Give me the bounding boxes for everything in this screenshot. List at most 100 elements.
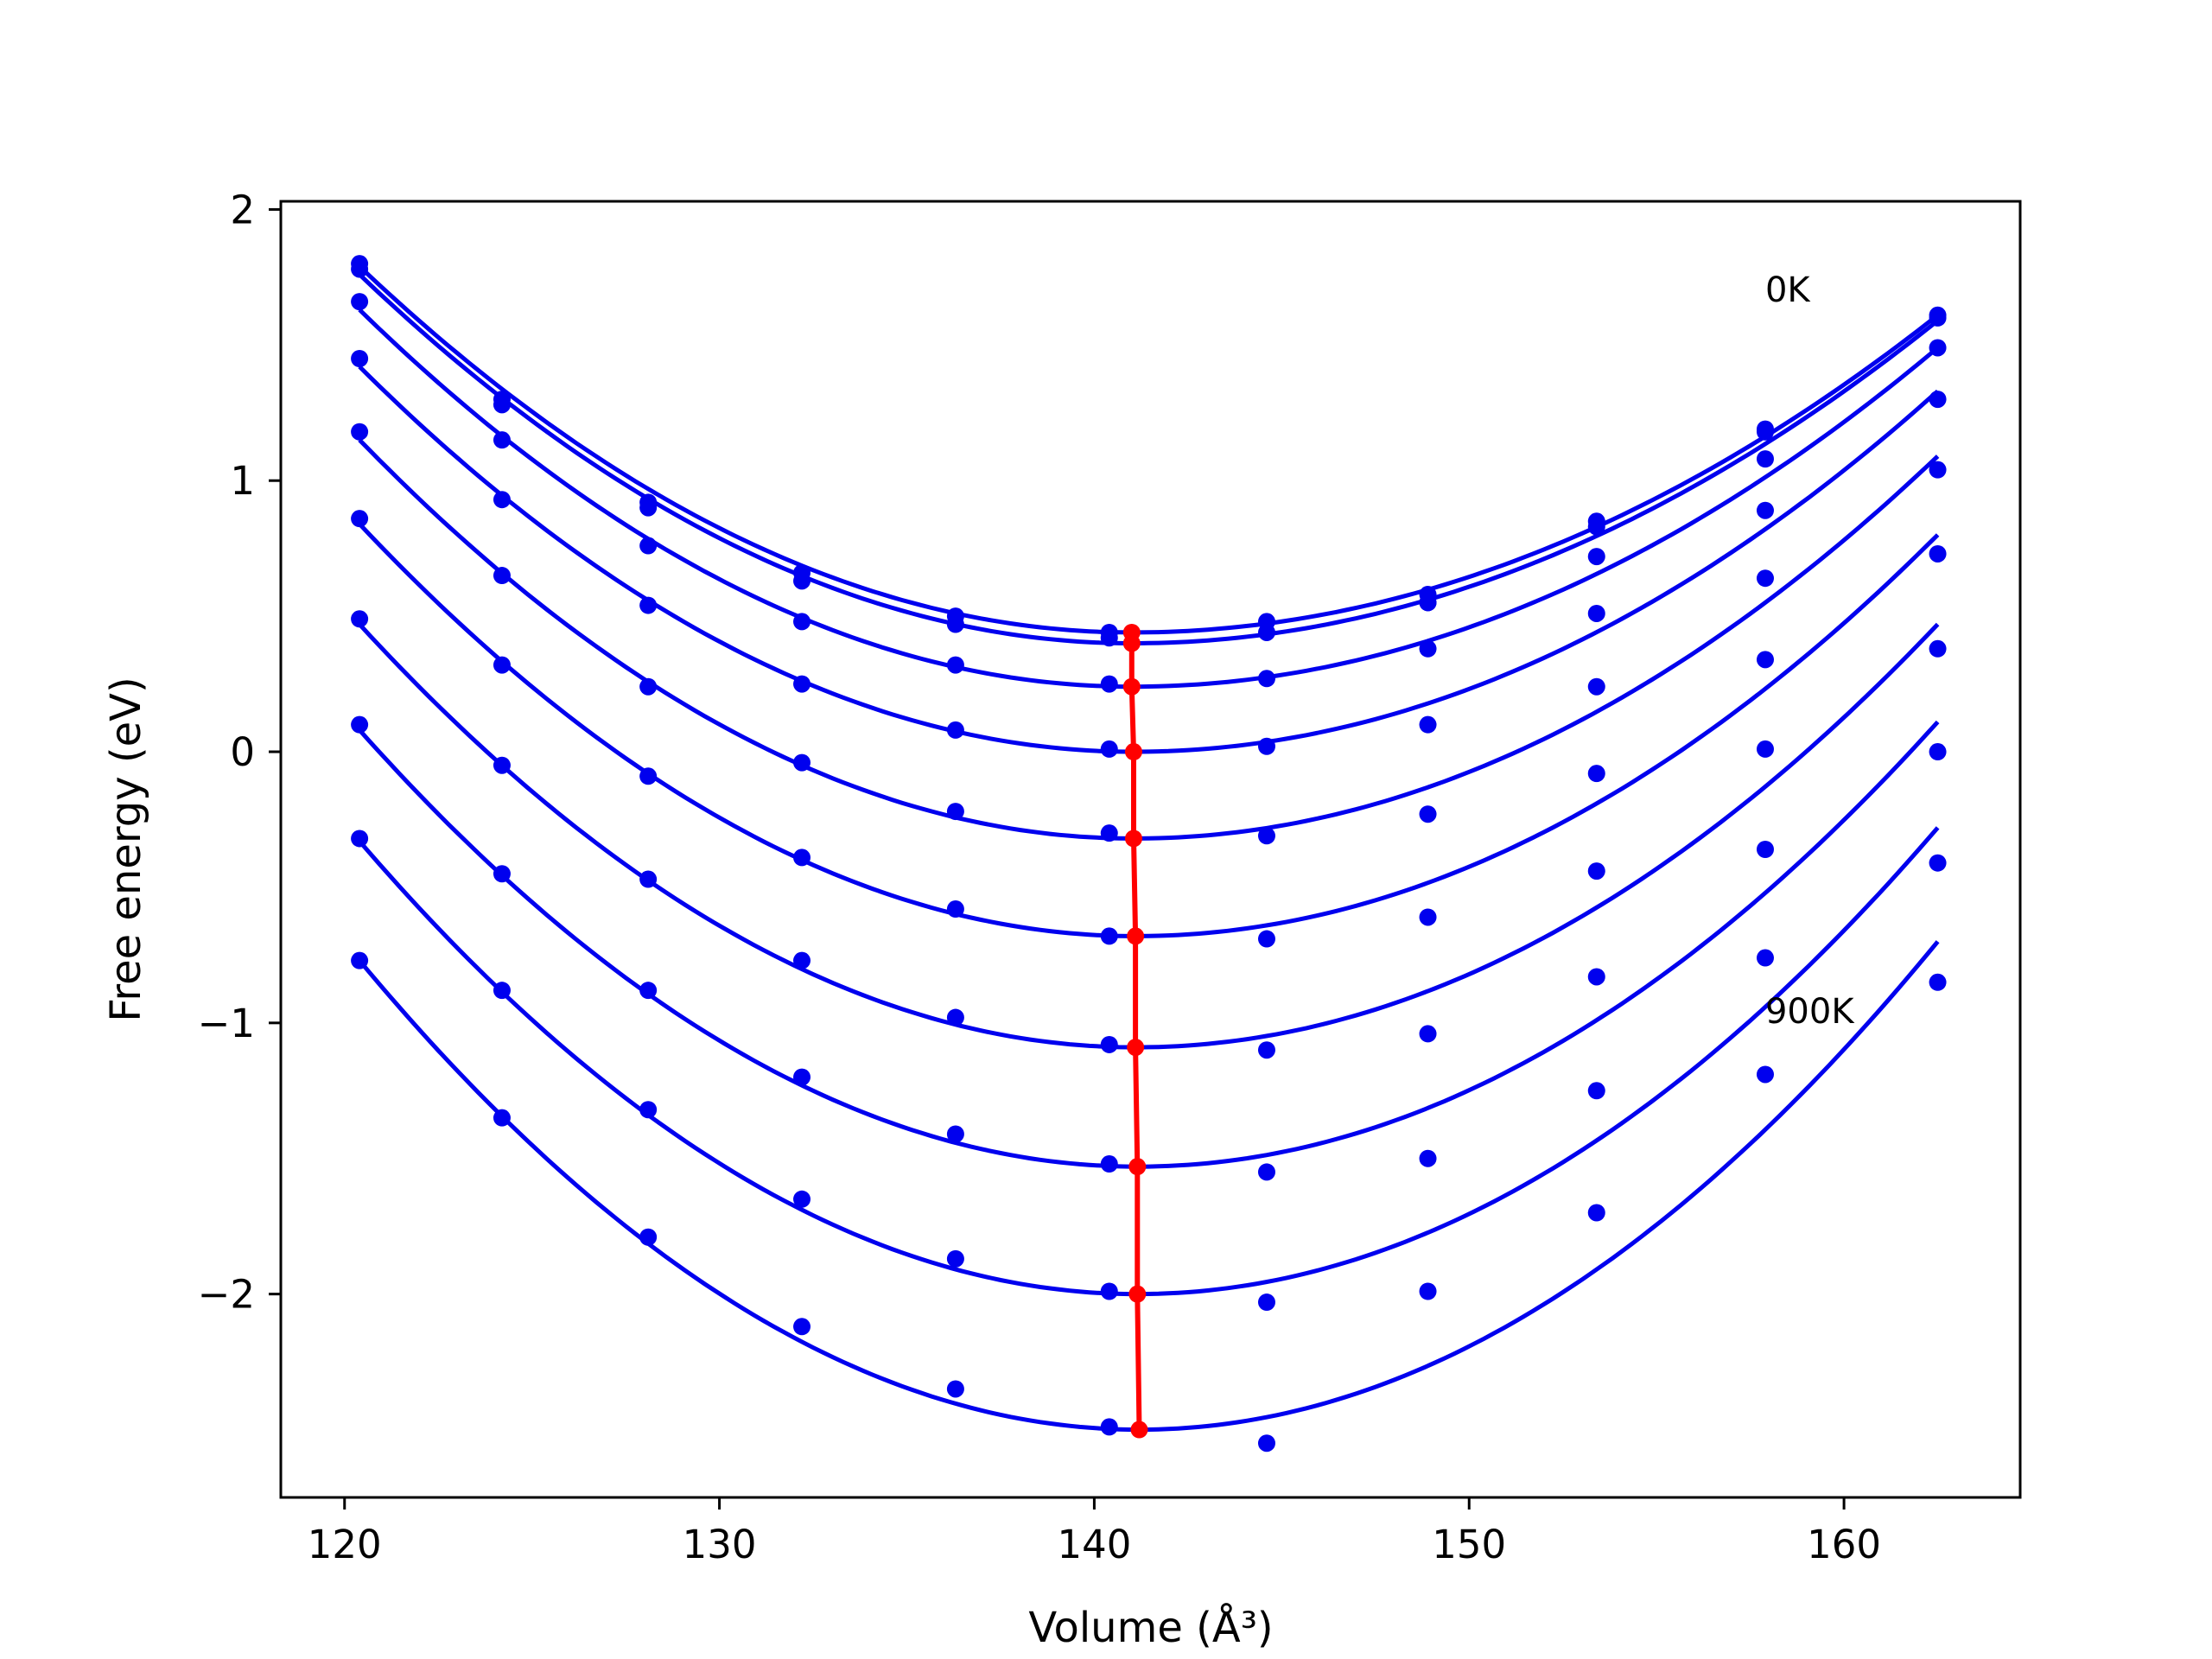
- data-point: [946, 615, 964, 633]
- minimum-point: [1127, 927, 1145, 945]
- minimum-point: [1130, 1421, 1148, 1439]
- fit-curve: [358, 622, 1940, 1050]
- data-points: [351, 255, 1947, 1452]
- data-point: [1257, 827, 1275, 845]
- plot-frame: [279, 200, 2022, 1499]
- data-point: [493, 491, 511, 509]
- data-point: [1756, 423, 1774, 441]
- data-point: [351, 610, 369, 628]
- data-point: [639, 1101, 658, 1119]
- fit-curve: [358, 826, 1940, 1297]
- data-point: [946, 1380, 964, 1398]
- data-point: [1587, 604, 1605, 622]
- data-point: [1929, 544, 1947, 563]
- data-point: [1419, 715, 1437, 734]
- y-tick-label: −1: [198, 1001, 255, 1046]
- data-point: [793, 675, 811, 693]
- data-point: [946, 1125, 964, 1143]
- data-point: [1419, 1149, 1437, 1167]
- data-point: [1257, 1294, 1275, 1312]
- x-tick-label: 160: [1807, 1522, 1881, 1567]
- data-point: [1100, 675, 1118, 693]
- data-point: [1100, 1282, 1118, 1300]
- data-point: [793, 1068, 811, 1086]
- data-point: [1756, 841, 1774, 858]
- data-point: [639, 537, 658, 555]
- data-point: [493, 982, 511, 1000]
- data-point: [351, 293, 369, 311]
- x-tick-label: 150: [1432, 1522, 1506, 1567]
- minimum-line: [1128, 632, 1142, 1430]
- minimum-point: [1128, 1158, 1147, 1176]
- data-point: [1756, 1065, 1774, 1084]
- fit-curves: [358, 264, 1940, 1432]
- minimum-point: [1128, 1285, 1147, 1303]
- data-point: [793, 753, 811, 772]
- data-point: [1257, 670, 1275, 688]
- x-tick-label: 130: [683, 1522, 757, 1567]
- data-point: [1257, 1041, 1275, 1059]
- data-point: [639, 870, 658, 888]
- y-tick-label: 0: [230, 729, 255, 775]
- data-point: [351, 423, 369, 441]
- data-point: [493, 567, 511, 585]
- data-point: [793, 613, 811, 631]
- data-point: [793, 572, 811, 590]
- data-point: [351, 830, 369, 848]
- data-point: [639, 767, 658, 785]
- x-tick-label: 140: [1057, 1522, 1131, 1567]
- minimum-point: [1127, 1039, 1145, 1057]
- data-point: [1257, 1434, 1275, 1452]
- data-point: [1419, 1025, 1437, 1043]
- data-point: [1929, 339, 1947, 357]
- x-tick-label: 120: [308, 1522, 382, 1567]
- data-point: [1587, 518, 1605, 536]
- data-point: [793, 1190, 811, 1208]
- fit-curve: [358, 272, 1940, 645]
- data-point: [793, 951, 811, 969]
- data-point: [1100, 927, 1118, 945]
- minimum-point: [1122, 677, 1141, 696]
- x-axis-title: Volume (Å³): [1028, 1603, 1273, 1652]
- fit-curve: [358, 308, 1940, 690]
- data-point: [493, 865, 511, 883]
- data-point: [351, 510, 369, 528]
- data-point: [1587, 765, 1605, 783]
- data-point: [351, 715, 369, 734]
- data-point: [1419, 805, 1437, 823]
- data-point: [493, 431, 511, 449]
- fit-curve: [358, 940, 1940, 1432]
- data-point: [493, 396, 511, 414]
- data-point: [946, 656, 964, 674]
- data-point: [1100, 1418, 1118, 1436]
- data-point: [493, 656, 511, 674]
- data-point: [1929, 854, 1947, 872]
- data-point: [493, 756, 511, 774]
- data-point: [946, 1008, 964, 1027]
- data-point: [1587, 548, 1605, 566]
- data-point: [639, 596, 658, 614]
- data-point: [946, 900, 964, 918]
- data-point: [639, 499, 658, 517]
- minimum-path: [1122, 623, 1148, 1439]
- data-point: [493, 1109, 511, 1127]
- data-point: [1756, 740, 1774, 758]
- y-axis-title: Free energy (eV): [102, 677, 150, 1021]
- data-point: [1100, 1035, 1118, 1053]
- data-point: [1929, 743, 1947, 761]
- fit-curve: [358, 264, 1940, 635]
- data-point: [639, 1228, 658, 1246]
- data-point: [639, 677, 658, 696]
- fit-curve: [358, 522, 1940, 938]
- minimum-point: [1122, 634, 1141, 652]
- minimum-point: [1124, 743, 1142, 761]
- minimum-point: [1124, 830, 1142, 848]
- data-point: [1100, 1155, 1118, 1173]
- y-tick-label: −2: [198, 1272, 255, 1318]
- temperature-label: 0K: [1765, 270, 1811, 310]
- data-point: [1929, 391, 1947, 409]
- y-tick-label: 1: [230, 458, 255, 504]
- data-point: [1419, 594, 1437, 612]
- annotations: 0K 900K: [1765, 270, 1855, 1032]
